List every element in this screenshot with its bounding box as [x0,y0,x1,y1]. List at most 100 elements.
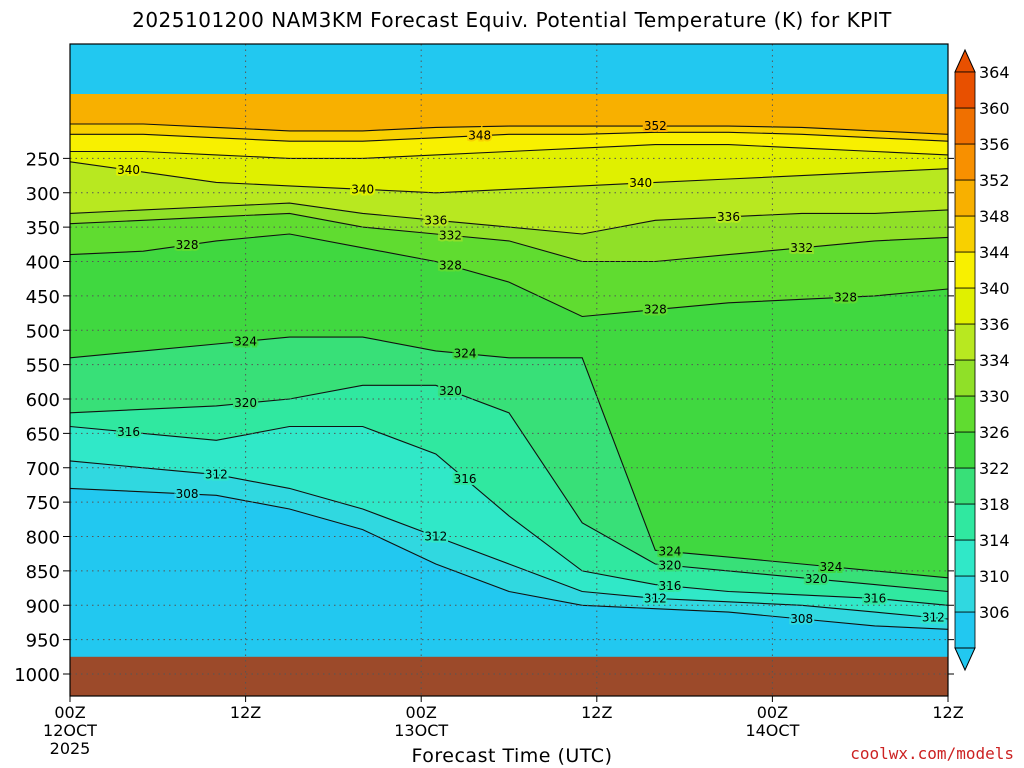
colorbar-swatch-322 [954,467,976,505]
y-tick-label: 550 [26,356,60,377]
colorbar-label: 318 [979,495,1010,514]
colorbar-arrow-top [954,48,976,73]
colorbar-swatch-310 [954,575,976,613]
contour-340 [70,161,948,194]
x-tick-date: 14OCT [745,721,799,740]
contour-label-328: 328 [439,259,462,273]
colorbar-label: 348 [979,207,1010,226]
contour-label-324: 324 [234,334,257,348]
x-tick-label: 12Z [581,703,612,722]
contour-348 [70,131,948,142]
site-credit[interactable]: coolwx.com/models [850,744,1014,763]
contour-label-316: 316 [659,579,682,593]
y-tick-label: 300 [26,184,60,205]
contour-352 [70,123,948,135]
contour-344 [70,144,948,159]
colorbar-swatch-318 [954,503,976,541]
colorbar-label: 344 [979,243,1010,262]
contour-label-332: 332 [790,241,813,255]
contour-label-328: 328 [834,290,857,304]
colorbar-label: 336 [979,315,1010,334]
colorbar-swatch-348 [954,215,976,253]
contour-label-324: 324 [819,560,842,574]
y-tick-label: 750 [26,493,60,514]
contour-label-328: 328 [176,238,199,252]
y-tick-label: 700 [26,459,60,480]
y-tick-label: 500 [26,321,60,342]
contour-label-328: 328 [644,303,667,317]
x-tick-label: 00Z [757,703,788,722]
contour-label-312: 312 [922,611,945,625]
contour-label-316: 316 [454,472,477,486]
contour-label-320: 320 [659,558,682,572]
x-tick-label: 12Z [932,703,963,722]
colorbar-swatch-340 [954,287,976,325]
colorbar-swatch-334 [954,359,976,397]
x-tick-year: 2025 [50,739,91,758]
contour-labels: 3083083123123123123163163163163203203203… [115,117,947,628]
x-tick-date: 12OCT [43,721,97,740]
band-352 [70,94,948,135]
colorbar-arrow-bottom [954,647,976,672]
contour-324 [70,336,948,579]
contour-label-308: 308 [176,487,199,501]
contour-label-348: 348 [468,129,491,143]
colorbar-label: 310 [979,567,1010,586]
y-tick-label: 900 [26,596,60,617]
contour-label-312: 312 [644,591,667,605]
chart-title: 2025101200 NAM3KM Forecast Equiv. Potent… [132,8,892,32]
colorbar-swatch-344 [954,251,976,289]
contour-308 [70,487,948,630]
colorbar-swatch-352 [954,179,976,217]
x-tick-label: 00Z [54,703,85,722]
contour-label-352: 352 [644,119,667,133]
y-tick-label: 350 [26,218,60,239]
contour-label-336: 336 [717,210,740,224]
y-tick-label: 850 [26,562,60,583]
contour-label-308: 308 [790,612,813,626]
y-tick-label: 800 [26,528,60,549]
colorbar-label: 340 [979,279,1010,298]
y-tick-label: 650 [26,424,60,445]
contour-label-324: 324 [454,347,477,361]
contour-label-316: 316 [117,425,140,439]
contour-328 [70,233,948,318]
contour-332 [70,212,948,263]
x-tick-date: 13OCT [394,721,448,740]
colorbar-swatch-326 [954,431,976,469]
contour-316 [70,425,948,606]
contour-label-336: 336 [424,213,447,227]
colorbar-label: 314 [979,531,1010,550]
ground-below-surface [70,656,948,696]
contour-label-312: 312 [205,468,228,482]
y-tick-label: 250 [26,149,60,170]
contour-label-312: 312 [424,530,447,544]
colorbar-swatch-314 [954,539,976,577]
y-tick-label: 950 [26,631,60,652]
colorbar-swatch-336 [954,323,976,361]
y-tick-label: 450 [26,287,60,308]
contour-320 [70,384,948,593]
contour-label-320: 320 [234,396,257,410]
contour-336 [70,202,948,235]
colorbar-label: 364 [979,63,1010,82]
colorbar-swatch-330 [954,395,976,433]
y-axis: 250 300 350 400 450 500 550 600 650 700 750 800 850 9… [14,149,954,686]
x-tick-label: 00Z [406,703,437,722]
y-tick-label: 600 [26,390,60,411]
colorbar-label: 326 [979,423,1010,442]
contour-label-324: 324 [659,545,682,559]
colorbar-swatch-356 [954,143,976,181]
colorbar-swatch-306 [954,611,976,649]
x-tick-label: 12Z [230,703,261,722]
grid-lines [69,44,949,696]
theta-e-bands [70,44,948,696]
contour-label-332: 332 [439,228,462,242]
contour-label-340: 340 [629,176,652,190]
colorbar-swatch-364 [954,71,976,109]
contour-label-316: 316 [863,591,886,605]
colorbar-label: 356 [979,135,1010,154]
colorbar-label: 330 [979,387,1010,406]
colorbar-label: 322 [979,459,1010,478]
